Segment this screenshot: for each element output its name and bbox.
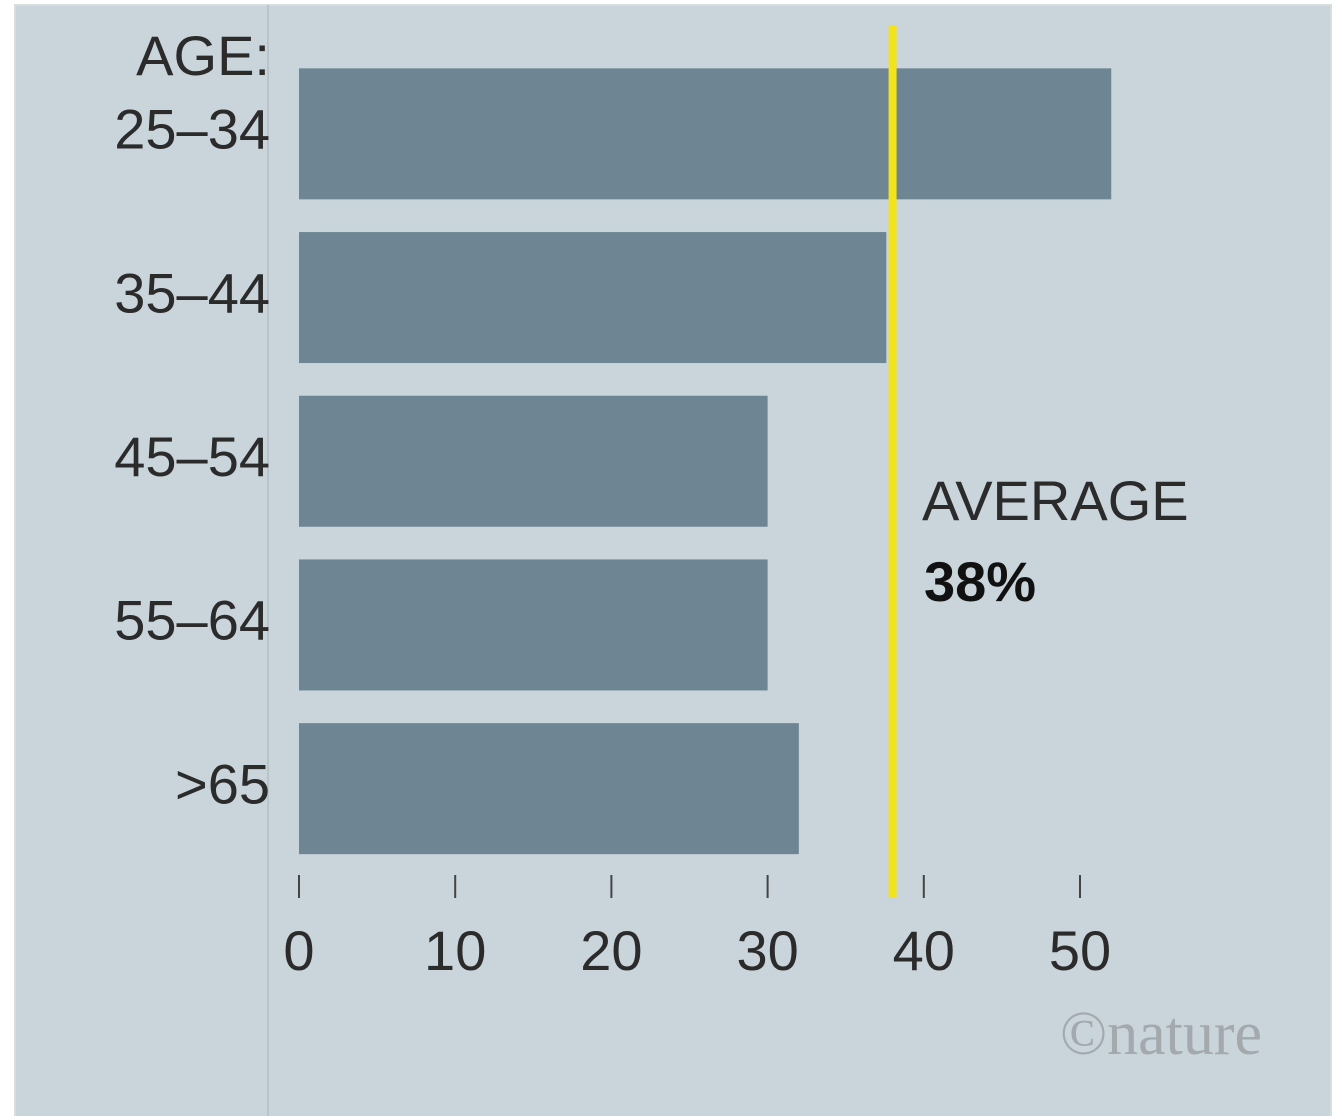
y-axis-label: AGE: bbox=[136, 24, 270, 87]
x-tick-label: 50 bbox=[1049, 919, 1111, 982]
reference-label: AVERAGE bbox=[922, 469, 1189, 532]
y-tick-label: 35–44 bbox=[114, 261, 270, 324]
reference-value-label: 38% bbox=[924, 550, 1036, 613]
x-tick-label: 20 bbox=[580, 919, 642, 982]
x-tick-label: 30 bbox=[736, 919, 798, 982]
x-tick-label: 40 bbox=[893, 919, 955, 982]
y-tick-label: 45–54 bbox=[114, 425, 270, 488]
bar bbox=[299, 232, 887, 364]
x-tick-label: 10 bbox=[424, 919, 486, 982]
y-tick-label: 25–34 bbox=[114, 98, 270, 161]
y-tick-label: 55–64 bbox=[114, 589, 270, 652]
bar bbox=[299, 68, 1112, 200]
y-tick-label: >65 bbox=[175, 752, 270, 815]
bar bbox=[299, 723, 799, 855]
bar bbox=[299, 559, 768, 691]
bar bbox=[299, 395, 768, 527]
credit: ©nature bbox=[1060, 1000, 1262, 1068]
x-tick-label: 0 bbox=[283, 919, 314, 982]
